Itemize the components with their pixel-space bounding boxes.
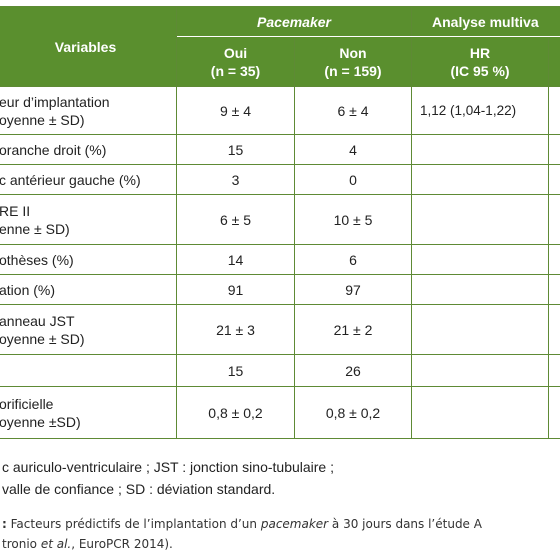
row-label-line: eur d’implantation [0, 93, 110, 110]
cell-oui: 21 ± 3 [176, 304, 295, 355]
cell-extra [548, 386, 560, 439]
header-non-n: (n = 159) [324, 62, 382, 79]
caption-text: , EuroPCR 2014). [71, 537, 173, 551]
header-oui: Oui (n = 35) [176, 36, 295, 87]
row-label: orificielle oyenne ±SD) [0, 386, 177, 439]
cell-extra [548, 244, 560, 275]
cell-oui: 91 [176, 274, 295, 305]
cell-non: 21 ± 2 [293, 304, 413, 355]
row-label-line: orificielle [0, 395, 54, 412]
cell-oui: 15 [176, 134, 295, 165]
header-non-label: Non [339, 44, 367, 61]
table-body: eur d’implantation oyenne ± SD) 9 ± 4 6 … [0, 86, 560, 439]
footnote-line: c auriculo-ventriculaire ; JST : jonctio… [2, 459, 335, 475]
table-row: ation (%) 91 97 [0, 274, 560, 305]
row-label-line: oyenne ± SD) [0, 111, 85, 128]
header-variables: Variables [0, 6, 177, 87]
cell-hr [411, 304, 550, 355]
cell-oui: 15 [176, 354, 295, 387]
cell-oui: 6 ± 5 [176, 194, 295, 245]
cell-oui: 3 [176, 164, 295, 195]
table-row: oranche droit (%) 15 4 [0, 134, 560, 165]
row-label: RE II enne ± SD) [0, 194, 177, 245]
cell-extra [548, 194, 560, 245]
caption-emphasis: et al. [40, 537, 72, 551]
cell-hr [411, 134, 550, 165]
row-label: c antérieur gauche (%) [0, 164, 177, 195]
cell-hr [411, 354, 550, 387]
figure-caption: : Facteurs prédictifs de l’implantation … [2, 514, 560, 554]
row-label-line: oyenne ± SD) [0, 330, 85, 347]
cell-non: 4 [293, 134, 413, 165]
row-label-line: RE II [0, 202, 31, 219]
cell-non: 6 [293, 244, 413, 275]
header-extra [548, 36, 560, 87]
cell-oui: 9 ± 4 [176, 86, 295, 135]
row-label-line: othèses (%) [0, 251, 74, 268]
row-label: eur d’implantation oyenne ± SD) [0, 86, 177, 135]
caption-text: tronio [2, 537, 41, 551]
table-row: othèses (%) 14 6 [0, 244, 560, 275]
results-table-container: Variables Pacemaker Analyse multiva Oui … [0, 6, 560, 439]
header-group-pacemaker: Pacemaker [175, 6, 413, 37]
table-row: orificielle oyenne ±SD) 0,8 ± 0,2 0,8 ± … [0, 386, 560, 439]
cell-extra [548, 354, 560, 387]
table-footnotes: c auriculo-ventriculaire ; JST : jonctio… [2, 456, 560, 500]
header-oui-n: (n = 35) [210, 62, 261, 79]
cell-extra [548, 86, 560, 135]
cell-non: 26 [293, 354, 413, 387]
cell-hr [411, 244, 550, 275]
cell-oui: 0,8 ± 0,2 [176, 386, 295, 439]
table-row: 15 26 [0, 354, 560, 387]
caption-line-1: : Facteurs prédictifs de l’implantation … [2, 514, 560, 534]
caption-line-2: tronio et al., EuroPCR 2014). [2, 534, 560, 554]
table-row: RE II enne ± SD) 6 ± 5 10 ± 5 [0, 194, 560, 245]
header-oui-label: Oui [223, 44, 248, 61]
cell-non: 97 [293, 274, 413, 305]
footnote-line: valle de confiance ; SD : déviation stan… [2, 481, 276, 497]
row-label: ation (%) [0, 274, 177, 305]
cell-hr: 1,12 (1,04-1,22) [411, 86, 550, 135]
row-label-line: oranche droit (%) [0, 141, 107, 158]
cell-hr [411, 386, 550, 439]
cell-non: 0 [293, 164, 413, 195]
row-label [0, 354, 177, 387]
cell-hr [411, 194, 550, 245]
cell-hr [411, 274, 550, 305]
cell-non: 0,8 ± 0,2 [293, 386, 413, 439]
header-non: Non (n = 159) [293, 36, 413, 87]
caption-text: à 30 jours dans l’étude A [328, 517, 482, 531]
cell-extra [548, 274, 560, 305]
results-table: Variables Pacemaker Analyse multiva Oui … [0, 6, 560, 439]
row-label-line: oyenne ±SD) [0, 413, 81, 430]
table-row: eur d’implantation oyenne ± SD) 9 ± 4 6 … [0, 86, 560, 135]
row-label: anneau JST oyenne ± SD) [0, 304, 177, 355]
cell-extra [548, 304, 560, 355]
row-label-line: c antérieur gauche (%) [0, 171, 141, 188]
row-label: oranche droit (%) [0, 134, 177, 165]
header-hr-label: HR [469, 44, 491, 61]
caption-emphasis: pacemaker [260, 517, 329, 531]
row-label-line: anneau JST [0, 312, 75, 329]
table-row: anneau JST oyenne ± SD) 21 ± 3 21 ± 2 [0, 304, 560, 355]
caption-text: Facteurs prédictifs de l’implantation d’… [6, 517, 261, 531]
cell-non: 10 ± 5 [293, 194, 413, 245]
header-hr: HR (IC 95 %) [411, 36, 550, 87]
cell-hr [411, 164, 550, 195]
cell-oui: 14 [176, 244, 295, 275]
row-label-line: ation (%) [0, 281, 56, 298]
header-hr-ci: (IC 95 %) [450, 62, 510, 79]
table-header: Variables Pacemaker Analyse multiva Oui … [0, 6, 560, 87]
row-label-line: enne ± SD) [0, 220, 70, 237]
cell-extra [548, 164, 560, 195]
table-row: c antérieur gauche (%) 3 0 [0, 164, 560, 195]
cell-extra [548, 134, 560, 165]
cell-non: 6 ± 4 [293, 86, 413, 135]
caption-lead: : [2, 517, 7, 531]
row-label: othèses (%) [0, 244, 177, 275]
header-group-multivariate: Analyse multiva [411, 6, 560, 37]
